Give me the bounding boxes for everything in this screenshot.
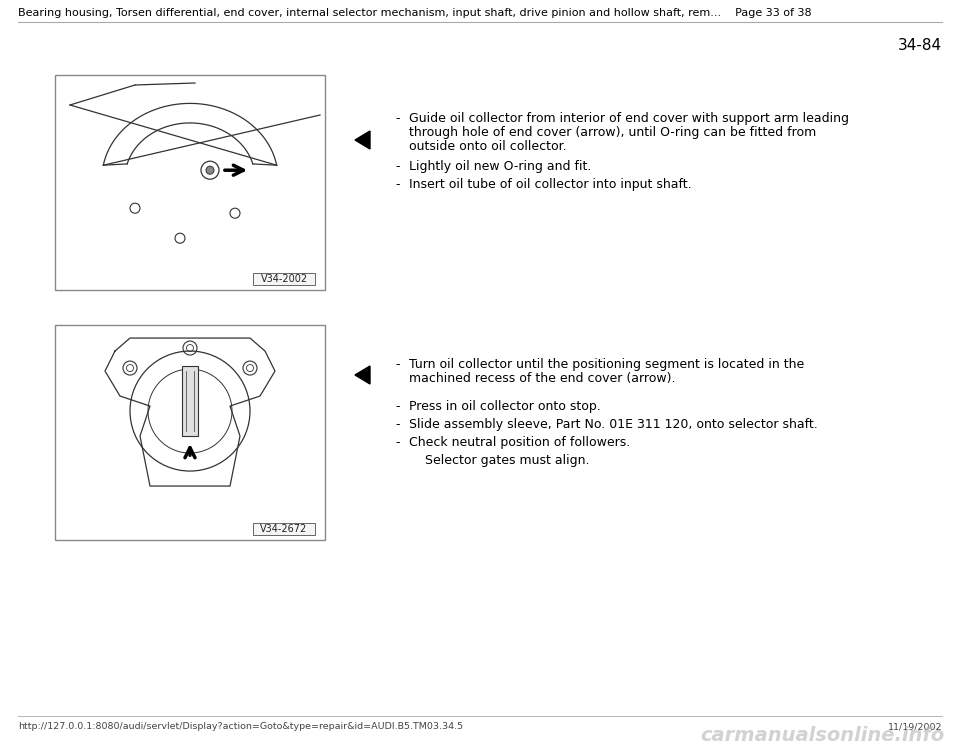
- Text: -: -: [395, 400, 399, 413]
- Text: V34-2002: V34-2002: [260, 275, 307, 284]
- Text: -: -: [395, 418, 399, 431]
- Text: Press in oil collector onto stop.: Press in oil collector onto stop.: [409, 400, 601, 413]
- Text: Turn oil collector until the positioning segment is located in the: Turn oil collector until the positioning…: [409, 358, 804, 371]
- Text: -: -: [395, 112, 399, 125]
- Text: -: -: [395, 358, 399, 371]
- Bar: [253, 523, 315, 535]
- Text: Selector gates must align.: Selector gates must align.: [409, 454, 589, 467]
- Text: Slide assembly sleeve, Part No. 01E 311 120, onto selector shaft.: Slide assembly sleeve, Part No. 01E 311 …: [409, 418, 818, 431]
- Text: -: -: [395, 160, 399, 173]
- Bar: [182, 366, 198, 436]
- Text: through hole of end cover (arrow), until O-ring can be fitted from: through hole of end cover (arrow), until…: [409, 126, 816, 139]
- Text: Insert oil tube of oil collector into input shaft.: Insert oil tube of oil collector into in…: [409, 178, 691, 191]
- Text: Check neutral position of followers.: Check neutral position of followers.: [409, 436, 631, 449]
- Bar: [253, 273, 315, 285]
- Text: outside onto oil collector.: outside onto oil collector.: [409, 140, 566, 153]
- Text: 34-84: 34-84: [898, 38, 942, 53]
- Text: Lightly oil new O-ring and fit.: Lightly oil new O-ring and fit.: [409, 160, 591, 173]
- Text: machined recess of the end cover (arrow).: machined recess of the end cover (arrow)…: [409, 372, 676, 385]
- Text: Guide oil collector from interior of end cover with support arm leading: Guide oil collector from interior of end…: [409, 112, 849, 125]
- Text: -: -: [395, 436, 399, 449]
- Bar: [55, 325, 325, 540]
- Text: V34-2672: V34-2672: [260, 525, 307, 534]
- Circle shape: [206, 166, 214, 174]
- Text: -: -: [395, 178, 399, 191]
- Polygon shape: [355, 366, 370, 384]
- Text: http://127.0.0.1:8080/audi/servlet/Display?action=Goto&type=repair&id=AUDI.B5.TM: http://127.0.0.1:8080/audi/servlet/Displ…: [18, 722, 463, 731]
- Text: Bearing housing, Torsen differential, end cover, internal selector mechanism, in: Bearing housing, Torsen differential, en…: [18, 8, 811, 18]
- Polygon shape: [355, 131, 370, 149]
- Bar: [55, 75, 325, 290]
- Text: carmanualsonline.info: carmanualsonline.info: [700, 726, 945, 742]
- Text: 11/19/2002: 11/19/2002: [887, 722, 942, 731]
